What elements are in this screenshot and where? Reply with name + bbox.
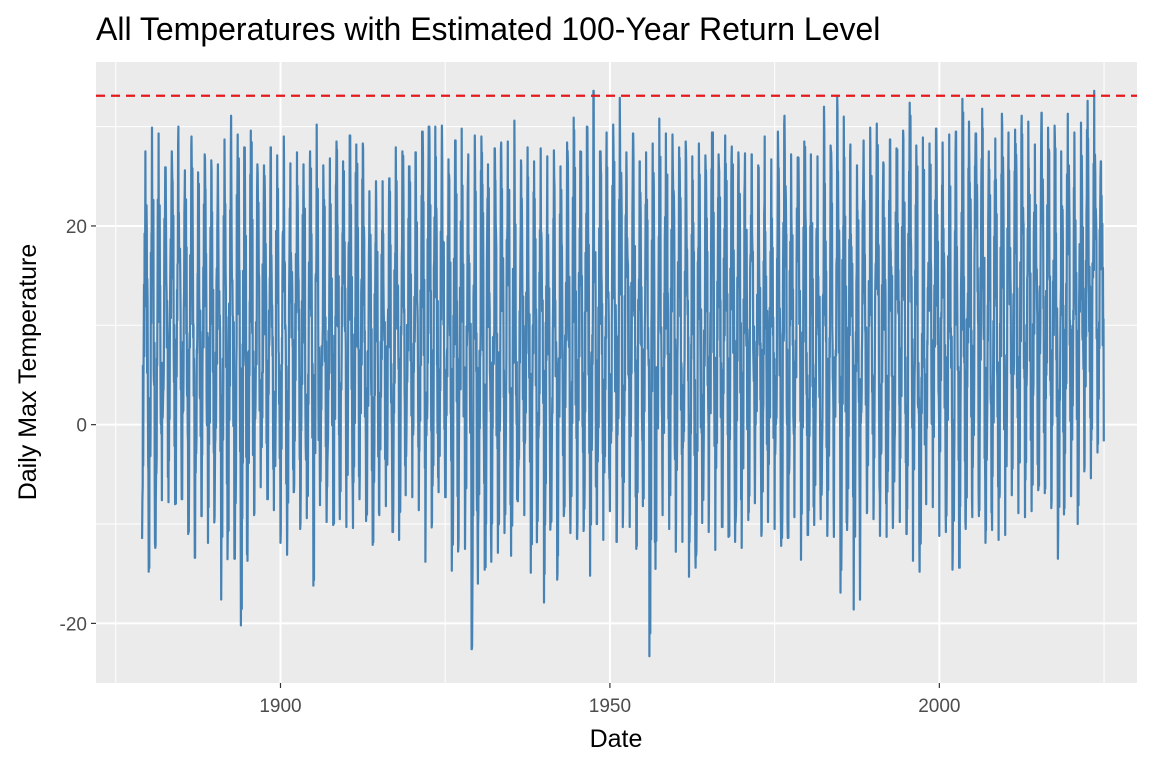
y-tick-label: 20 bbox=[66, 217, 87, 238]
x-tick-label: 2000 bbox=[918, 696, 960, 717]
temperature-line bbox=[141, 89, 1105, 658]
x-tick-label: 1900 bbox=[259, 696, 301, 717]
x-tick-label: 1950 bbox=[589, 696, 631, 717]
temperature-series bbox=[141, 89, 1105, 658]
x-axis-title: Date bbox=[590, 725, 643, 753]
chart-title: All Temperatures with Estimated 100-Year… bbox=[96, 11, 880, 47]
y-tick-label: 0 bbox=[76, 416, 87, 437]
y-axis-title: Daily Max Temperature bbox=[14, 244, 42, 501]
y-axis: -20 0 20 bbox=[60, 217, 96, 635]
x-axis: 1900 1950 2000 bbox=[259, 683, 960, 717]
y-tick-label: -20 bbox=[60, 614, 87, 635]
